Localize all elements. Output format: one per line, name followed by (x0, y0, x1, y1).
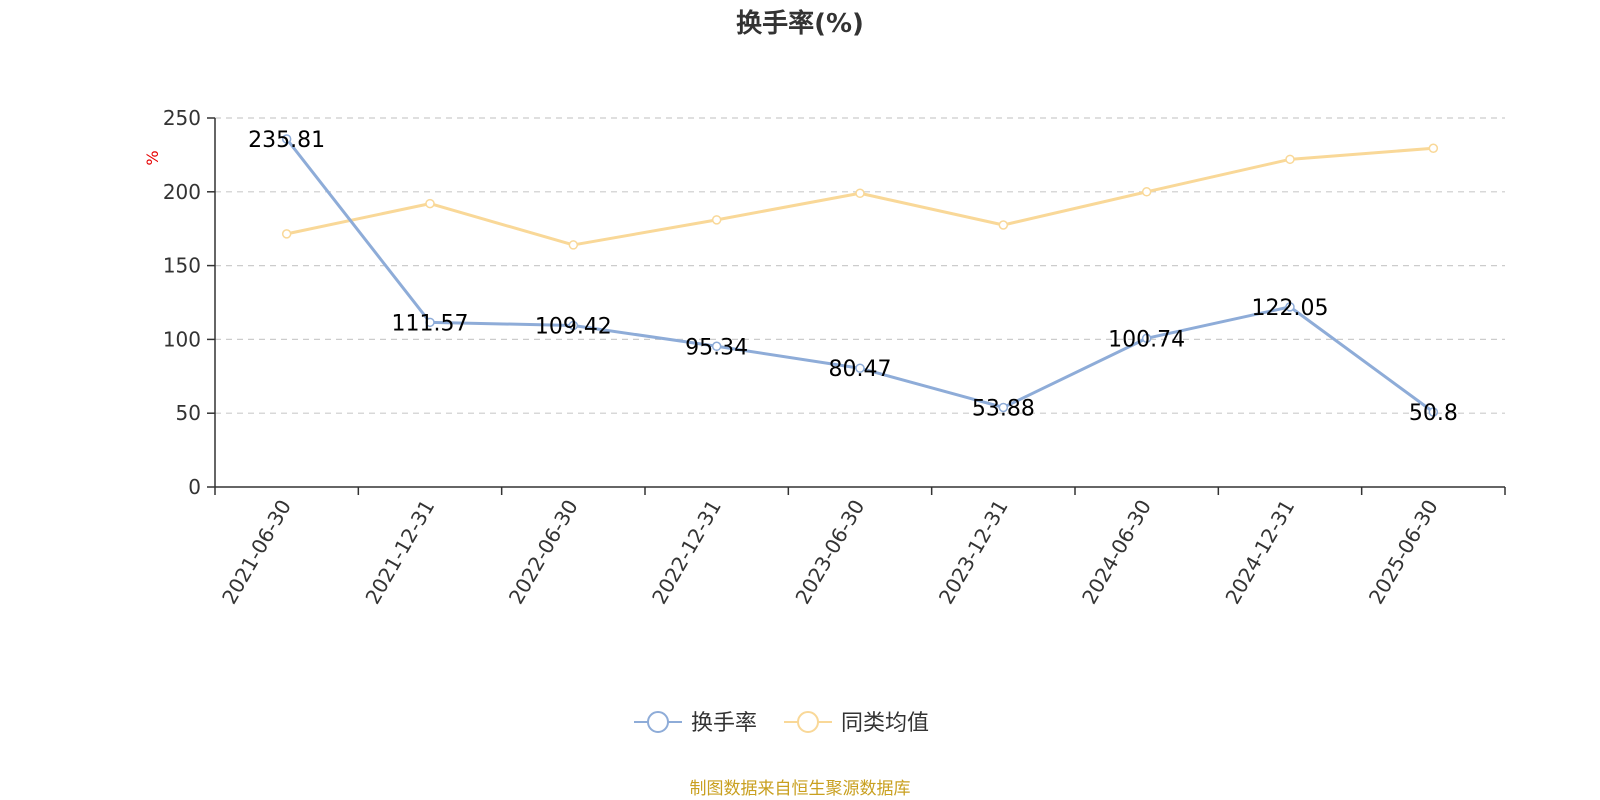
data-point[interactable] (1428, 407, 1439, 417)
x-tick-label: 2024-12-31 (1220, 496, 1299, 609)
data-point[interactable] (711, 215, 722, 225)
y-tick-label: 50 (176, 401, 201, 425)
data-label: 53.88 (972, 396, 1035, 421)
legend-label: 同类均值 (841, 711, 929, 736)
x-tick-label: 2021-12-31 (360, 496, 439, 609)
data-point[interactable] (855, 363, 865, 373)
series (281, 134, 1439, 417)
x-tick-label: 2025-06-30 (1364, 496, 1443, 609)
data-point[interactable] (425, 317, 435, 328)
data-labels: 235.81 111.57 109.42 95.34 80.47 53.88 100.74 1… (248, 128, 1458, 426)
y-tick-label: 100 (163, 327, 201, 351)
data-point[interactable] (1141, 333, 1152, 344)
data-point[interactable] (1285, 302, 1295, 312)
data-label: 111.57 (392, 311, 469, 336)
grid (215, 117, 1505, 414)
data-point[interactable] (281, 229, 292, 239)
data-point[interactable] (281, 134, 292, 144)
data-label: 109.42 (535, 314, 612, 339)
data-label: 100.74 (1108, 327, 1185, 352)
chart-title: 换手率(%) (736, 8, 864, 39)
data-label: 122.05 (1252, 296, 1329, 321)
x-tick-label: 2021-06-30 (217, 496, 296, 609)
data-point[interactable] (568, 320, 579, 331)
x-tick-label: 2022-06-30 (504, 496, 583, 609)
y-tick-label: 150 (163, 254, 201, 278)
x-tick-label: 2022-12-31 (647, 496, 726, 609)
data-label: 235.81 (248, 128, 325, 153)
x-tick-label: 2024-06-30 (1077, 496, 1156, 609)
x-tick-label: 2023-12-31 (934, 495, 1013, 608)
y-axis-unit: % (143, 150, 162, 165)
legend-item-peer-average[interactable]: 同类均值 (784, 711, 929, 736)
data-label: 95.34 (685, 335, 748, 360)
legend-label: 换手率 (691, 711, 757, 736)
data-point[interactable] (998, 402, 1009, 413)
data-label: 80.47 (829, 357, 892, 382)
y-tick-label: 250 (163, 106, 201, 130)
y-tick-label: 200 (163, 180, 201, 204)
y-tick-label: 0 (188, 475, 201, 499)
legend[interactable]: 换手率 同类均值 (634, 711, 929, 736)
data-point[interactable] (568, 240, 579, 250)
legend-item-turnover[interactable]: 换手率 (634, 711, 757, 736)
legend-circle-icon (797, 711, 819, 733)
x-tick-label: 2023-06-30 (790, 496, 869, 609)
data-point[interactable] (1141, 187, 1152, 197)
data-point[interactable] (855, 188, 865, 199)
data-source-note: 制图数据来自恒生聚源数据库 (690, 779, 911, 799)
data-label: 50.8 (1409, 401, 1458, 426)
data-point[interactable] (425, 198, 435, 209)
data-point[interactable] (998, 220, 1009, 230)
data-point[interactable] (1428, 143, 1439, 154)
data-point[interactable] (711, 341, 722, 352)
data-point[interactable] (1285, 154, 1295, 165)
legend-circle-icon (647, 711, 669, 733)
